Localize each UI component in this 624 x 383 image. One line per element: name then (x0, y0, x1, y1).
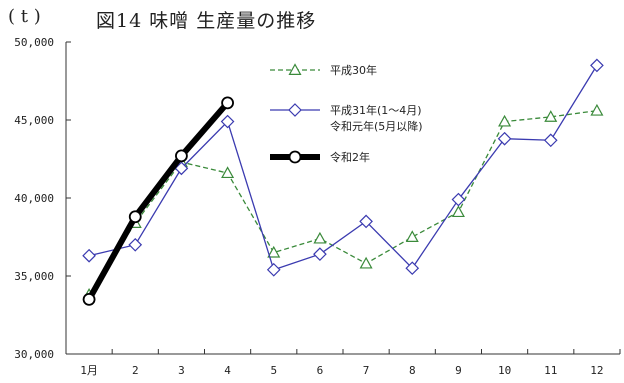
series-h31 (82, 58, 604, 277)
series-r2 (82, 96, 234, 306)
data-point-h31 (451, 192, 466, 207)
x-tick-label: 7 (363, 364, 370, 377)
x-tick-label: 9 (455, 364, 462, 377)
data-point-h31 (220, 114, 235, 129)
y-unit-label: ( t ) (8, 6, 41, 27)
series-line-r2 (86, 100, 230, 301)
data-point-h31 (82, 248, 96, 263)
data-point-h31 (359, 214, 373, 229)
data-point-h31 (128, 237, 143, 252)
legend-marker-h31 (288, 103, 302, 117)
legend-marker-r2 (288, 150, 302, 164)
legend-label-r2: 令和2年 (330, 150, 370, 164)
x-tick-label: 4 (224, 364, 231, 377)
y-tick-label: 40,000 (14, 192, 54, 205)
data-point-h31 (174, 161, 189, 176)
data-point-h31 (543, 133, 558, 148)
data-point-h30 (221, 166, 235, 179)
data-point-h31 (590, 58, 604, 73)
legend-label-h31: 令和元年(5月以降) (330, 119, 423, 133)
chart-title: 図14 味噌 生産量の推移 (96, 10, 317, 32)
series-line-h31 (88, 65, 598, 271)
legend-label-h30: 平成30年 (330, 63, 377, 77)
x-tick-label: 1月 (80, 364, 98, 377)
data-point-h30 (590, 103, 604, 116)
y-tick-label: 45,000 (14, 114, 54, 127)
data-point-h30 (359, 256, 373, 269)
x-tick-label: 5 (270, 364, 277, 377)
x-tick-label: 6 (317, 364, 324, 377)
data-point-r2 (175, 149, 188, 163)
data-point-h31 (497, 131, 512, 146)
x-tick-label: 2 (132, 364, 139, 377)
data-point-h31 (313, 247, 327, 262)
y-tick-label: 30,000 (14, 348, 54, 361)
data-point-h30 (451, 205, 465, 218)
x-tick-label: 8 (409, 364, 416, 377)
x-tick-label: 10 (498, 364, 511, 377)
axes: 30,000 35,000 40,000 45,000 50,000 1月 2 3 4 5 6 7 8 9… (14, 36, 621, 377)
data-point-h31 (266, 262, 281, 277)
data-point-h30 (498, 114, 512, 127)
legend-label-h31: 平成31年(1～4月) (330, 103, 422, 117)
series-line-h30 (88, 109, 598, 296)
series-layer (82, 58, 604, 306)
data-point-h30 (313, 231, 327, 244)
data-point-h30 (267, 245, 281, 258)
x-tick-label: 12 (590, 364, 603, 377)
x-tick-label: 11 (544, 364, 557, 377)
x-tick-label: 3 (178, 364, 185, 377)
data-point-h30 (405, 230, 419, 242)
data-point-h30 (544, 110, 558, 122)
legend-marker-h30 (288, 63, 302, 76)
data-point-r2 (82, 292, 96, 306)
y-tick-label: 50,000 (14, 36, 54, 49)
data-point-h31 (405, 261, 420, 276)
y-tick-label: 35,000 (14, 270, 54, 283)
data-point-r2 (128, 210, 142, 224)
data-point-r2 (221, 96, 234, 110)
